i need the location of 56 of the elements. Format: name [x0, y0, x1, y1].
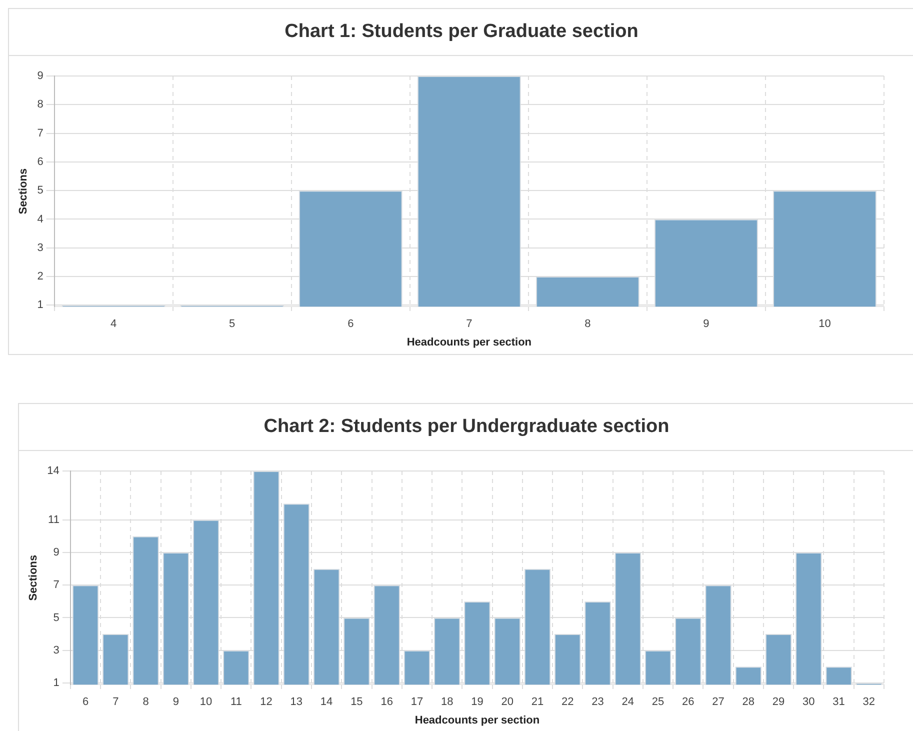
- chart-title: Chart 1: Students per Graduate section: [9, 9, 913, 56]
- y-tick-label: 9: [37, 70, 44, 82]
- x-tick-label: 9: [703, 318, 710, 330]
- x-tick-label: 23: [592, 696, 604, 708]
- x-tick-label: 20: [501, 696, 514, 708]
- y-tick-label: 4: [37, 213, 44, 226]
- x-tick-label: 17: [410, 696, 424, 708]
- y-axis-title: Sections: [18, 168, 30, 214]
- x-tick-label: 10: [818, 318, 831, 330]
- x-tick-label: 18: [440, 696, 454, 708]
- x-tick-label: 26: [682, 696, 694, 708]
- y-tick-label: 3: [53, 644, 60, 656]
- x-tick-label: 4: [110, 318, 117, 330]
- x-tick-label: 29: [772, 696, 785, 708]
- x-tick-label: 22: [561, 696, 574, 708]
- x-tick-label: 15: [350, 696, 363, 708]
- y-tick-label: 7: [53, 579, 60, 592]
- x-tick-label: 5: [229, 318, 236, 330]
- x-tick-label: 21: [531, 696, 544, 708]
- x-tick-label: 7: [466, 318, 472, 330]
- y-tick-label: 7: [37, 127, 44, 140]
- x-tick-label: 10: [200, 696, 212, 708]
- y-tick-label: 1: [37, 299, 44, 312]
- y-tick-label: 14: [47, 465, 60, 478]
- x-tick-label: 31: [832, 696, 845, 708]
- x-tick-label: 24: [622, 696, 634, 708]
- x-tick-label: 30: [802, 696, 815, 708]
- x-tick-label: 16: [380, 696, 393, 708]
- x-tick-label: 6: [82, 696, 89, 708]
- y-tick-label: 5: [37, 184, 44, 197]
- x-tick-label: 8: [142, 696, 149, 708]
- x-tick-label: 27: [712, 696, 724, 708]
- y-tick-label: 1: [53, 677, 60, 689]
- x-tick-label: 8: [584, 318, 591, 330]
- y-tick-label: 3: [37, 242, 44, 254]
- x-tick-label: 11: [230, 696, 242, 708]
- y-tick-label: 9: [53, 546, 60, 559]
- x-tick-label: 28: [742, 696, 755, 708]
- x-tick-label: 7: [112, 696, 119, 708]
- y-tick-label: 5: [53, 612, 60, 624]
- x-tick-label: 6: [348, 318, 354, 330]
- x-tick-label: 12: [260, 696, 272, 708]
- x-tick-label: 13: [290, 696, 303, 708]
- x-tick-label: 32: [862, 696, 876, 708]
- x-tick-label: 19: [471, 696, 484, 708]
- y-tick-label: 2: [37, 270, 44, 283]
- x-axis-title: Headcounts per section: [406, 336, 532, 348]
- y-tick-label: 6: [37, 156, 44, 168]
- chart-title: Chart 2: Students per Undergraduate section: [19, 404, 913, 451]
- y-tick-label: 11: [48, 514, 60, 526]
- x-tick-label: 9: [172, 696, 179, 708]
- y-axis-title: Sections: [28, 554, 40, 601]
- x-tick-label: 14: [320, 696, 333, 708]
- y-tick-label: 8: [37, 98, 44, 111]
- x-axis-title: Headcounts per section: [414, 714, 540, 726]
- x-tick-label: 25: [652, 696, 664, 708]
